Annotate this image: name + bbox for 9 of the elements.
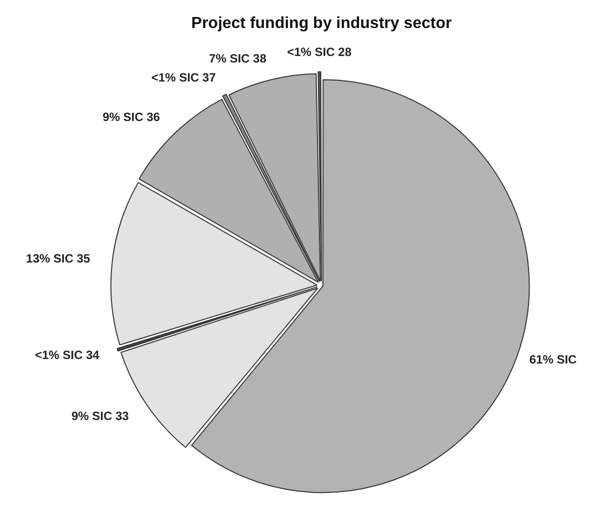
slice-label: 9% SIC 33 [72, 408, 130, 423]
slice-label: <1% SIC 28 [287, 45, 352, 60]
slice-label: 7% SIC 38 [209, 52, 267, 66]
slice-label: 61% SIC [529, 352, 578, 367]
chart-title: Project funding by industry sector [191, 15, 452, 32]
slice-label: 9% SIC 36 [102, 110, 160, 124]
slice-label: <1% SIC 37 [151, 70, 216, 84]
slice-label: <1% SIC 34 [34, 348, 100, 362]
slice-label: 13% SIC 35 [26, 252, 90, 266]
